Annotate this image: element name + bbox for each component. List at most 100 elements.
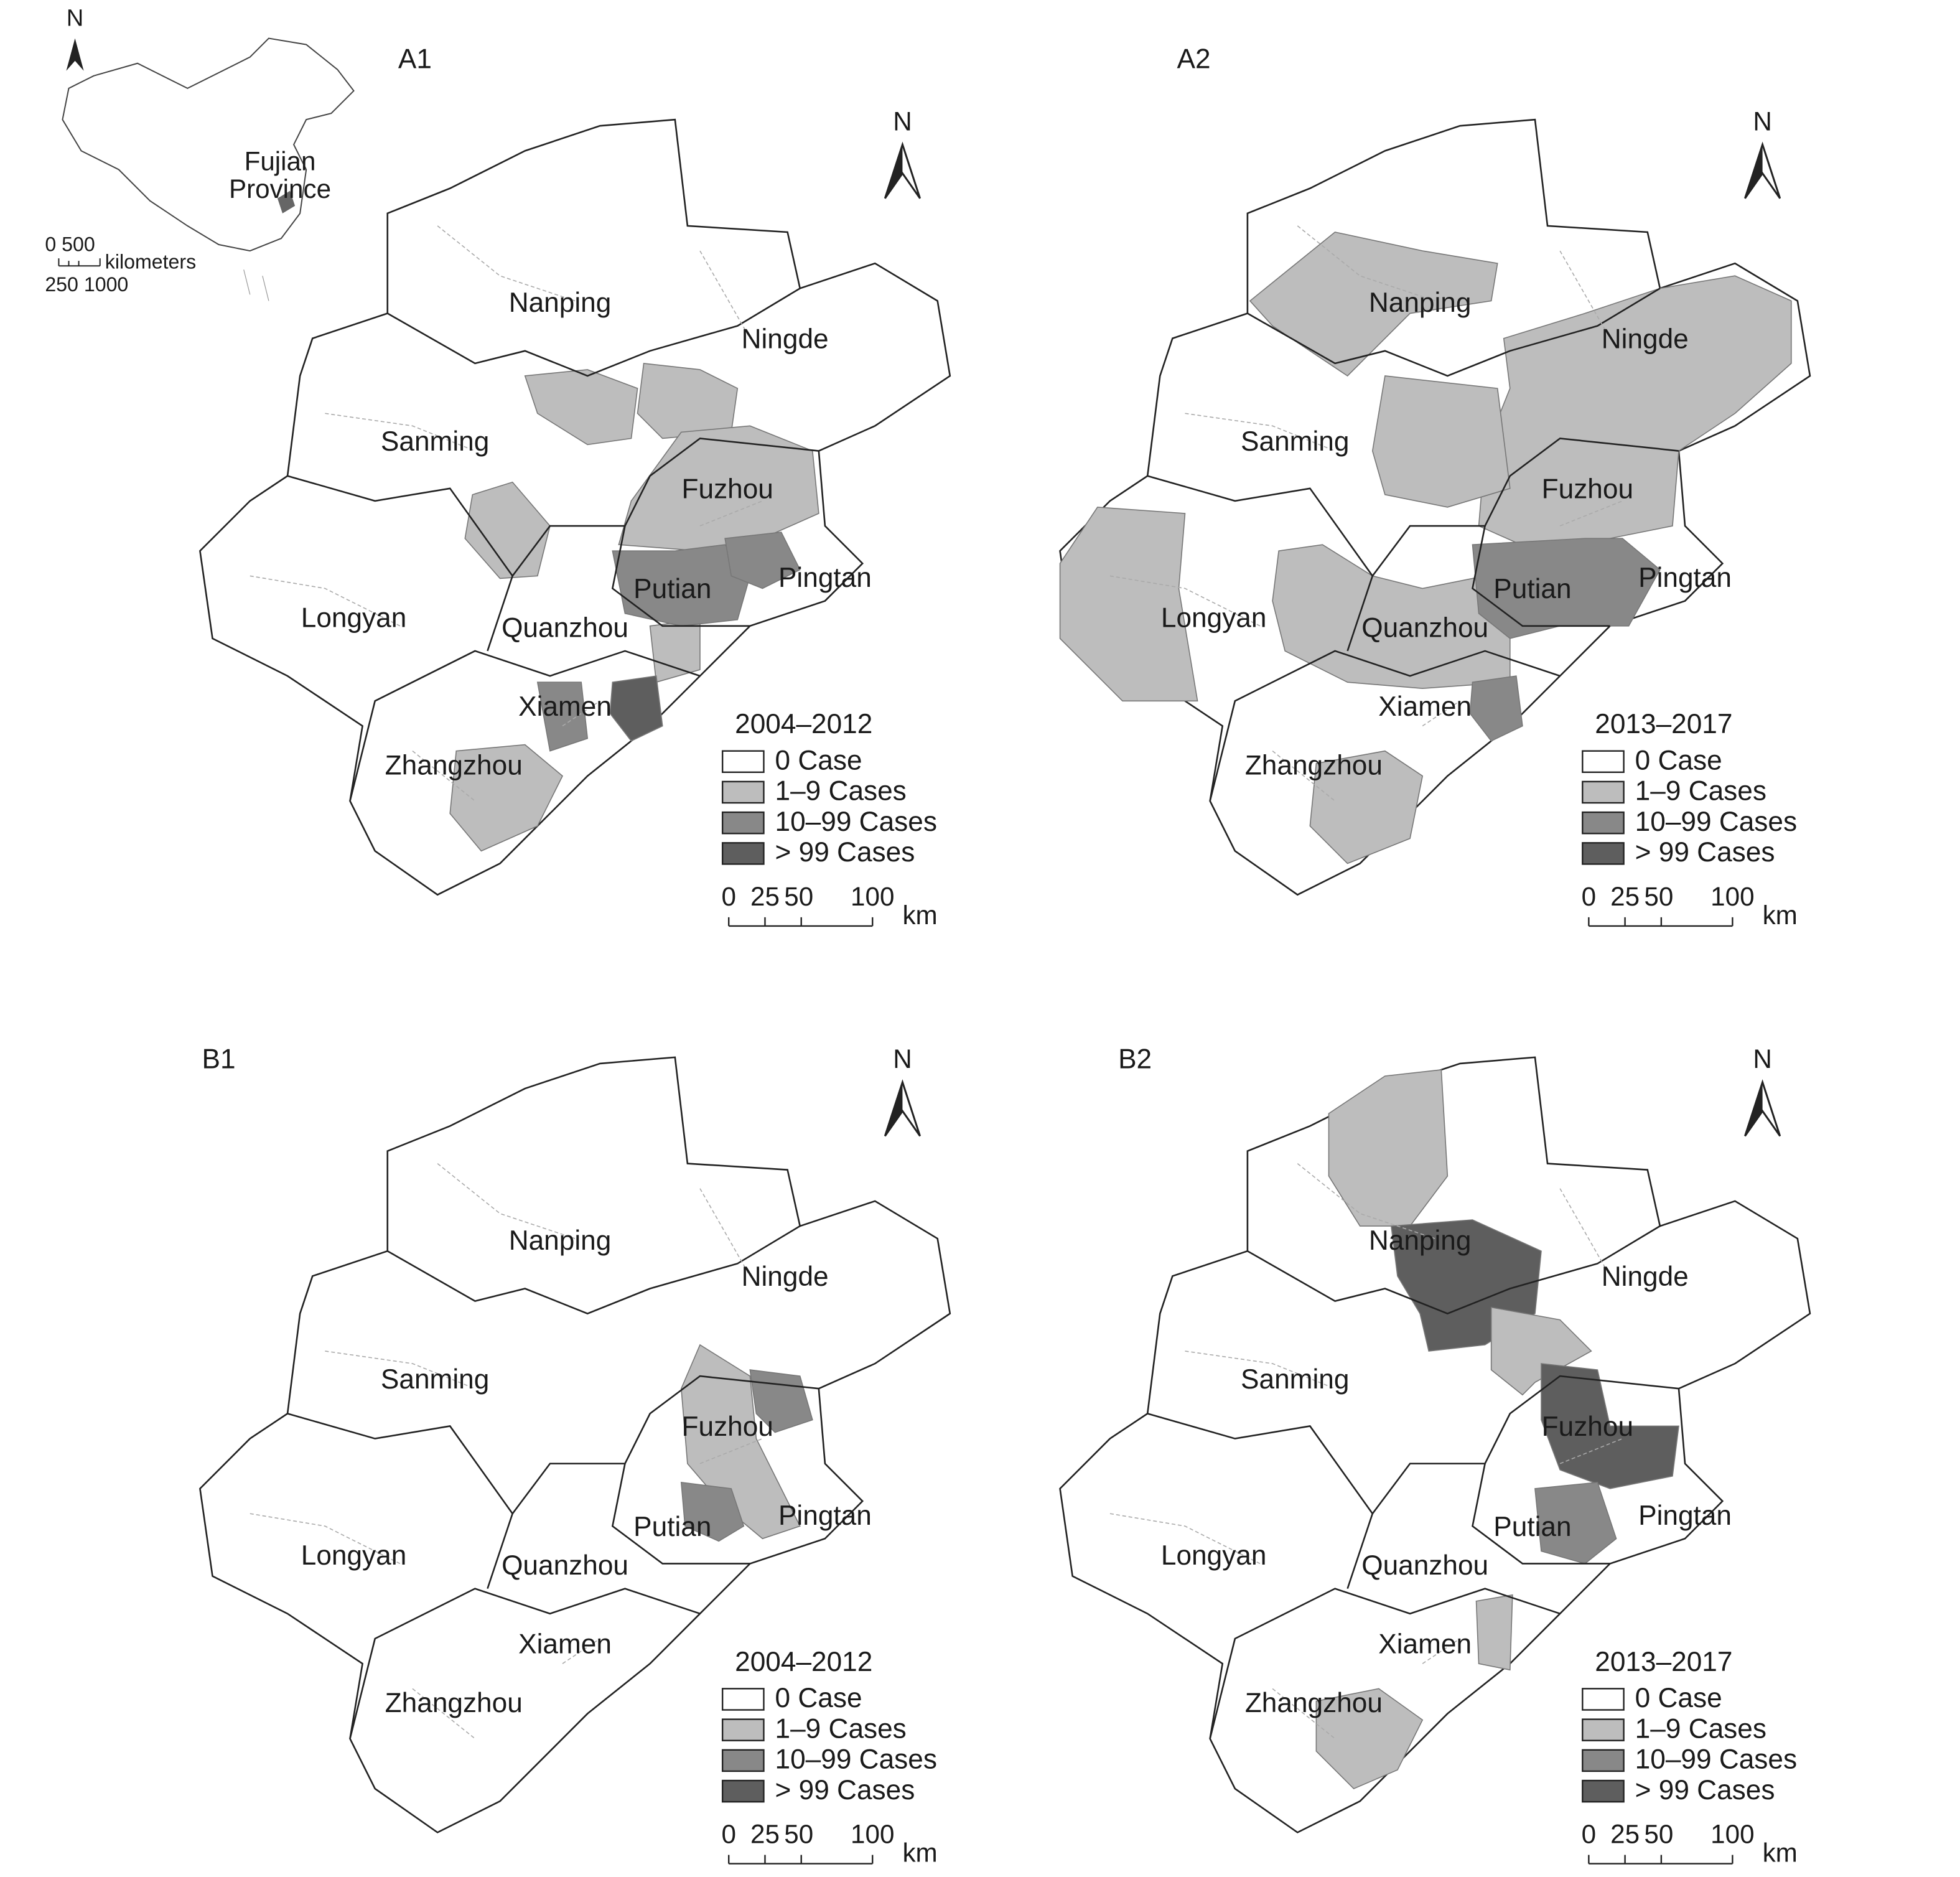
legend-label: 1–9 Cases xyxy=(1635,776,1766,807)
scale-label: 50 xyxy=(784,1820,813,1849)
shaded-regions xyxy=(680,1344,813,1542)
city-label: Longyan xyxy=(1161,1540,1267,1571)
legend-label: > 99 Cases xyxy=(1635,1775,1775,1805)
scale-unit: km xyxy=(1763,901,1798,930)
scale-bar xyxy=(728,1855,874,1865)
city-label: Putian xyxy=(633,574,711,604)
shaded-regions xyxy=(1315,1069,1679,1790)
inset-label: Province xyxy=(229,174,331,204)
scale-label: 250 1000 xyxy=(45,273,128,296)
scale-unit: km xyxy=(902,901,937,930)
city-label: Longyan xyxy=(301,602,407,633)
scale-bar xyxy=(1588,917,1734,927)
city-label: Zhangzhou xyxy=(385,1688,523,1718)
north-arrow-fill xyxy=(1745,1082,1763,1136)
legend-label: 10–99 Cases xyxy=(1635,1744,1797,1775)
city-label: Sanming xyxy=(1241,1364,1349,1395)
scale-label: 0 xyxy=(1582,1820,1596,1849)
city-label: Zhangzhou xyxy=(1245,1688,1383,1718)
legend-swatch xyxy=(1582,842,1625,865)
scale-label: 0 xyxy=(721,882,735,911)
city-label: Nanping xyxy=(1369,288,1472,318)
scale-unit: kilometers xyxy=(105,251,196,273)
panel-label: B2 xyxy=(1118,1044,1152,1075)
city-label: Zhangzhou xyxy=(1245,750,1383,780)
scale-label: 25 xyxy=(1610,882,1640,911)
city-label: Fuzhou xyxy=(1542,474,1633,504)
legend-swatch xyxy=(1582,811,1625,835)
north-label: N xyxy=(1753,1044,1771,1074)
north-label: N xyxy=(893,1044,912,1074)
scale-label: 0 xyxy=(721,1820,735,1849)
legend-label: 1–9 Cases xyxy=(1635,1713,1766,1744)
map-panel: B1 N Nanping Ningde Sanming Fuzhou Pingtan Puti… xyxy=(199,1044,951,1868)
legend-swatch xyxy=(1582,1688,1625,1711)
scale-bar xyxy=(728,917,874,927)
scale-unit: km xyxy=(1763,1838,1798,1868)
city-label: Xiamen xyxy=(518,1629,612,1660)
city-label: Pingtan xyxy=(1638,1500,1732,1531)
city-label: Zhangzhou xyxy=(385,750,523,780)
scale-label: 0 500 xyxy=(45,233,95,256)
city-label: Nanping xyxy=(509,1225,612,1256)
city-label: Pingtan xyxy=(778,1500,872,1531)
map-panel: B2 N Nanping Ningde Sanming Fuzhou Pingtan Puti… xyxy=(1059,1044,1811,1868)
scale-label: 50 xyxy=(1644,882,1673,911)
city-label: Fuzhou xyxy=(682,1411,773,1442)
legend-label: 1–9 Cases xyxy=(775,776,907,807)
shaded-regions xyxy=(449,363,819,852)
shaded-regions xyxy=(1059,232,1792,864)
city-label: Putian xyxy=(633,1512,711,1542)
north-label: N xyxy=(893,106,912,136)
legend-title: 2004–2012 xyxy=(735,709,872,739)
map-panel: A1 N Nanping Ningde Sanming Fuzhou Pingtan Puti… xyxy=(199,44,951,930)
scale-label: 100 xyxy=(851,1820,894,1849)
scale-label: 25 xyxy=(750,882,780,911)
legend-swatch xyxy=(721,842,765,865)
city-label: Ningde xyxy=(742,324,829,354)
city-label: Ningde xyxy=(742,1261,829,1292)
city-label: Ningde xyxy=(1602,1261,1689,1292)
city-label: Fuzhou xyxy=(1542,1411,1633,1442)
city-label: Sanming xyxy=(381,426,489,457)
inset-label: Fujian xyxy=(245,147,316,176)
scale-label: 0 xyxy=(1582,882,1596,911)
scale-label: 100 xyxy=(851,882,894,911)
scale-label: 100 xyxy=(1710,1820,1754,1849)
city-label: Sanming xyxy=(381,1364,489,1395)
legend-label: > 99 Cases xyxy=(775,1775,915,1805)
city-label: Pingtan xyxy=(778,563,872,593)
scale-label: 25 xyxy=(750,1820,780,1849)
legend-label: 1–9 Cases xyxy=(775,1713,907,1744)
legend-swatch xyxy=(1582,750,1625,774)
north-arrow xyxy=(66,38,84,71)
scale-label: 100 xyxy=(1710,882,1754,911)
legend-swatch xyxy=(721,750,765,774)
legend-swatch xyxy=(721,1718,765,1741)
city-label: Longyan xyxy=(1161,602,1267,633)
city-label: Xiamen xyxy=(1378,1629,1472,1660)
scale-bar xyxy=(1588,1855,1734,1865)
legend-swatch xyxy=(721,1688,765,1711)
legend-swatch xyxy=(1582,1718,1625,1741)
legend-label: 0 Case xyxy=(1635,1683,1722,1713)
legend-label: 10–99 Cases xyxy=(775,807,937,837)
legend-label: > 99 Cases xyxy=(775,837,915,868)
scale-label: 50 xyxy=(1644,1820,1673,1849)
scale-unit: km xyxy=(902,1838,937,1868)
city-label: Fuzhou xyxy=(682,474,773,504)
legend-title: 2004–2012 xyxy=(735,1647,872,1677)
legend-swatch xyxy=(1582,1749,1625,1772)
legend-swatch xyxy=(1582,780,1625,804)
legend-title: 2013–2017 xyxy=(1595,709,1732,739)
scale-label: 50 xyxy=(784,882,813,911)
scale-bar xyxy=(58,258,101,267)
north-arrow-fill xyxy=(885,1082,903,1136)
map-panel: A2 N Nanping Ningde Sanming Fuzhou Pingtan Puti… xyxy=(1059,44,1811,930)
legend-label: 0 Case xyxy=(775,745,862,775)
city-label: Putian xyxy=(1493,574,1571,604)
inset-map: N Fujian Province 0 500 kilometers 250 1… xyxy=(45,5,355,301)
city-label: Longyan xyxy=(301,1540,407,1571)
north-label: N xyxy=(1753,106,1771,136)
